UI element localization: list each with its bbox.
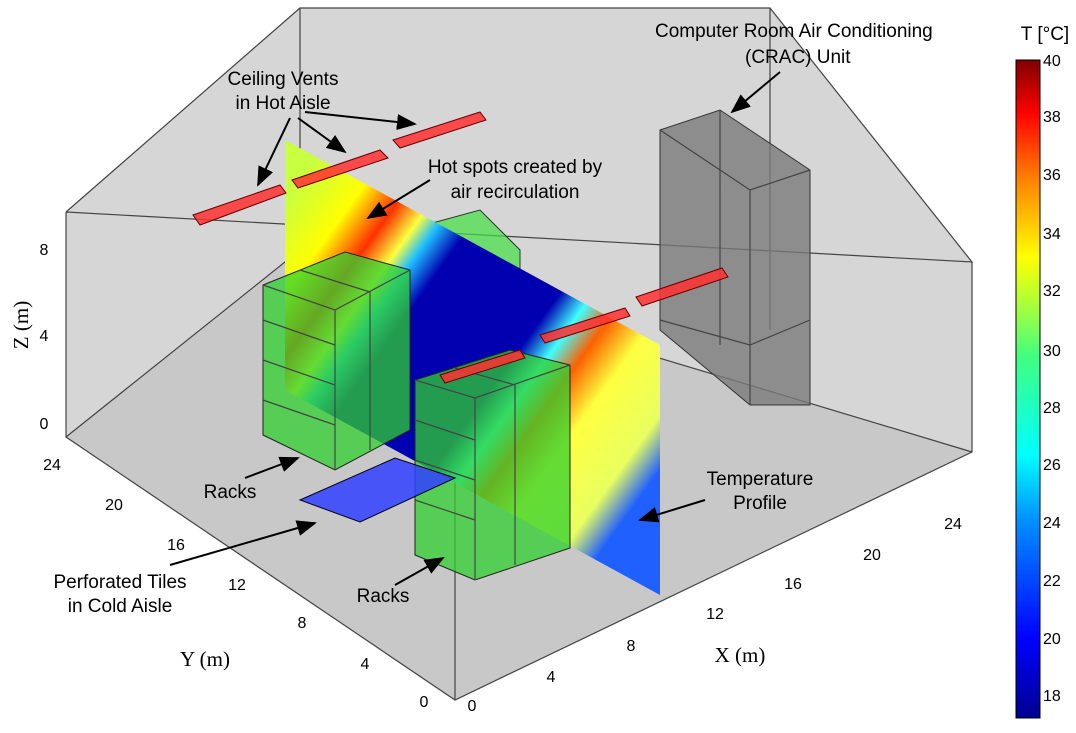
annotation: Hot spots created by	[428, 157, 603, 178]
tick-label: 24	[944, 516, 962, 533]
annotation: Racks	[204, 482, 257, 503]
annotation: Temperature	[707, 469, 814, 490]
annotation: Perforated Tiles	[53, 572, 186, 593]
tick-label: 0	[420, 694, 429, 711]
colorbar: T [°C] 40 38 36 34 32 30 28 26 24 22 20 18	[1016, 24, 1069, 718]
tick-label: 20	[863, 547, 881, 564]
colorbar-tick-label: 22	[1043, 573, 1061, 590]
right-racks	[415, 350, 570, 580]
colorbar-tick-label: 20	[1043, 631, 1061, 648]
tick-label: 20	[105, 497, 123, 514]
tick-label: 0	[468, 698, 477, 715]
colorbar-tick-label: 34	[1043, 226, 1061, 243]
axis-label: Y (m)	[180, 647, 230, 671]
colorbar-tick-label: 38	[1043, 109, 1061, 126]
tick-label: 8	[298, 615, 307, 632]
tick-label: 8	[627, 638, 636, 655]
tick-label: 4	[361, 656, 370, 673]
axis-label: Z (m)	[9, 301, 33, 349]
colorbar-tick-label: 40	[1043, 53, 1061, 70]
colorbar-tick-label: 18	[1043, 688, 1061, 705]
colorbar-tick-label: 32	[1043, 283, 1061, 300]
colorbar-title: T [°C]	[1021, 24, 1069, 45]
tick-label: 4	[547, 669, 556, 686]
annotation: Racks	[357, 586, 410, 607]
tick-label: 16	[167, 537, 185, 554]
colorbar-tick-label: 24	[1043, 515, 1061, 532]
annotation: in Hot Aisle	[235, 93, 330, 114]
tick-label: 12	[228, 577, 246, 594]
tick-label: 8	[40, 242, 49, 259]
tick-label: 0	[40, 416, 49, 433]
axis-label: X (m)	[715, 643, 766, 667]
figure: Computer Room Air Conditioning (CRAC) Un…	[0, 0, 1076, 733]
left-racks	[263, 252, 410, 470]
colorbar-tick-label: 28	[1043, 400, 1061, 417]
annotation: air recirculation	[451, 182, 580, 203]
colorbar-ticks: 40 38 36 34 32 30 28 26 24 22 20 18	[1043, 53, 1061, 705]
annotation: Computer Room Air Conditioning	[655, 21, 933, 42]
annotation: Profile	[733, 493, 787, 514]
tick-label: 12	[706, 606, 724, 623]
colorbar-tick-label: 26	[1043, 457, 1061, 474]
annotation: Ceiling Vents	[228, 69, 339, 90]
tick-label: 4	[40, 328, 49, 345]
annotation: in Cold Aisle	[68, 596, 173, 617]
annotation: (CRAC) Unit	[745, 47, 851, 68]
tick-label: 16	[784, 576, 802, 593]
colorbar-tick-label: 30	[1043, 343, 1061, 360]
colorbar-tick-label: 36	[1043, 167, 1061, 184]
colorbar-scale	[1016, 60, 1040, 718]
tick-label: 24	[43, 457, 61, 474]
